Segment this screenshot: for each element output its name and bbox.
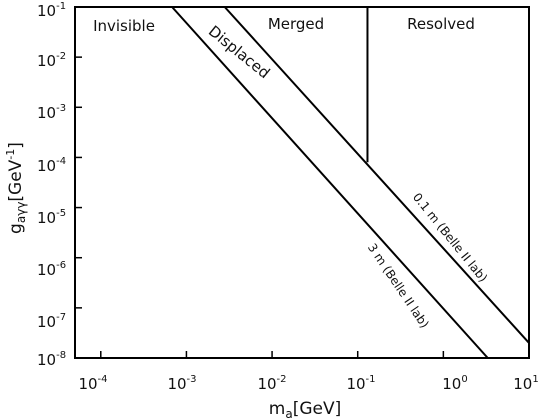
region-label-invisible: Invisible [93, 17, 155, 35]
boundary-lines [171, 6, 530, 359]
y-tick-labels: 10-8 10-7 10-6 10-5 10-4 10-3 10-2 10-1 [37, 1, 66, 369]
x-tick-label: 100 [442, 374, 467, 393]
region-label-resolved: Resolved [407, 15, 475, 33]
y-tick-label: 10-6 [37, 260, 66, 279]
x-tick-label: 10-2 [257, 374, 286, 393]
line-label-0p1m: 0.1 m (Belle II lab) [410, 190, 490, 285]
x-axis-title: ma[GeV] [269, 399, 341, 420]
boundary-line-0 [171, 6, 489, 359]
region-label-merged: Merged [268, 15, 324, 33]
tick-marks [75, 6, 530, 359]
y-tick-label: 10-7 [37, 312, 66, 331]
x-tick-label: 101 [513, 374, 538, 393]
y-tick-label: 10-5 [37, 208, 66, 227]
x-tick-labels: 10-4 10-3 10-2 10-1 100 101 [78, 374, 538, 393]
x-tick-label: 10-1 [346, 374, 375, 393]
y-tick-label: 10-4 [37, 156, 66, 175]
y-tick-label: 10-1 [37, 1, 66, 20]
y-tick-label: 10-8 [37, 350, 66, 369]
x-tick-label: 10-4 [78, 374, 107, 393]
region-label-displaced: Displaced [205, 22, 273, 82]
y-tick-label: 10-3 [37, 103, 66, 122]
boundary-line-1 [223, 6, 530, 344]
x-tick-label: 10-3 [167, 374, 196, 393]
y-tick-label: 10-2 [37, 51, 66, 70]
plot-frame [74, 6, 530, 359]
y-axis-title: gaγγ[GeV-1] [4, 142, 28, 234]
